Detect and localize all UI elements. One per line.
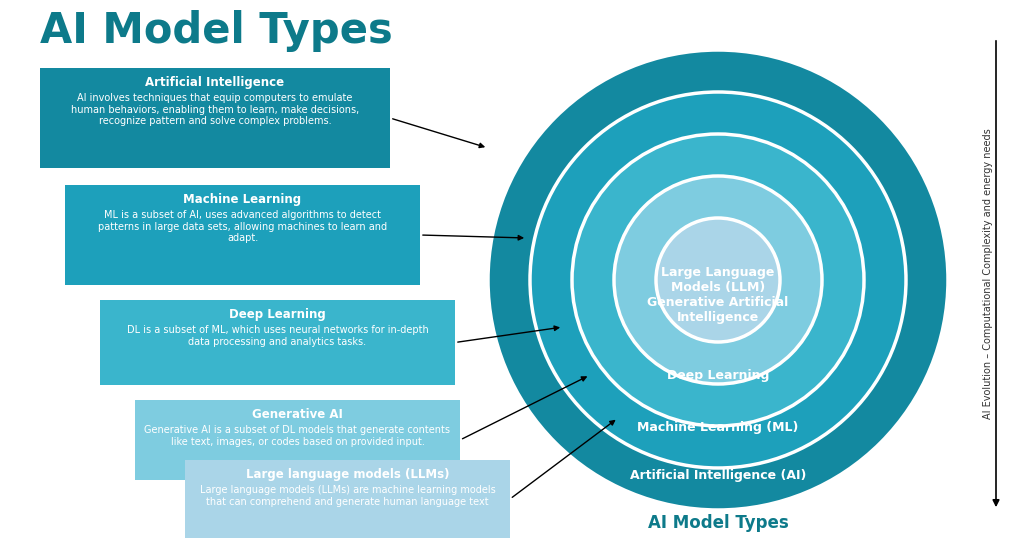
FancyBboxPatch shape — [40, 68, 390, 168]
Text: DL is a subset of ML, which uses neural networks for in-depth
data processing an: DL is a subset of ML, which uses neural … — [127, 325, 428, 347]
FancyBboxPatch shape — [135, 400, 460, 480]
Text: Machine Learning (ML): Machine Learning (ML) — [637, 422, 799, 434]
Text: ML is a subset of AI, uses advanced algorithms to detect
patterns in large data : ML is a subset of AI, uses advanced algo… — [98, 210, 387, 243]
Text: Deep Learning: Deep Learning — [229, 308, 326, 321]
Circle shape — [530, 92, 906, 468]
Text: AI Model Types: AI Model Types — [647, 514, 788, 532]
Text: Large language models (LLMs): Large language models (LLMs) — [246, 468, 450, 481]
Text: Artificial Intelligence: Artificial Intelligence — [145, 76, 285, 89]
Text: AI Model Types: AI Model Types — [40, 10, 393, 52]
Text: AI involves techniques that equip computers to emulate
human behaviors, enabling: AI involves techniques that equip comput… — [71, 93, 359, 126]
Text: Generative Artificial
Intelligence: Generative Artificial Intelligence — [647, 296, 788, 324]
Circle shape — [656, 218, 780, 342]
Text: Machine Learning: Machine Learning — [183, 193, 301, 206]
Circle shape — [488, 50, 948, 510]
Text: Deep Learning: Deep Learning — [667, 369, 769, 381]
Circle shape — [572, 134, 864, 426]
Text: Large Language
Models (LLM): Large Language Models (LLM) — [662, 266, 775, 294]
Circle shape — [614, 176, 822, 384]
Text: AI Evolution – Computational Complexity and energy needs: AI Evolution – Computational Complexity … — [983, 129, 993, 420]
Text: Generative AI is a subset of DL models that generate contents
like text, images,: Generative AI is a subset of DL models t… — [144, 425, 451, 447]
FancyBboxPatch shape — [185, 460, 510, 538]
FancyBboxPatch shape — [65, 185, 420, 285]
Text: Generative AI: Generative AI — [252, 408, 343, 421]
Text: Large language models (LLMs) are machine learning models
that can comprehend and: Large language models (LLMs) are machine… — [200, 485, 496, 507]
FancyBboxPatch shape — [100, 300, 455, 385]
Text: Artificial Intelligence (AI): Artificial Intelligence (AI) — [630, 469, 806, 481]
